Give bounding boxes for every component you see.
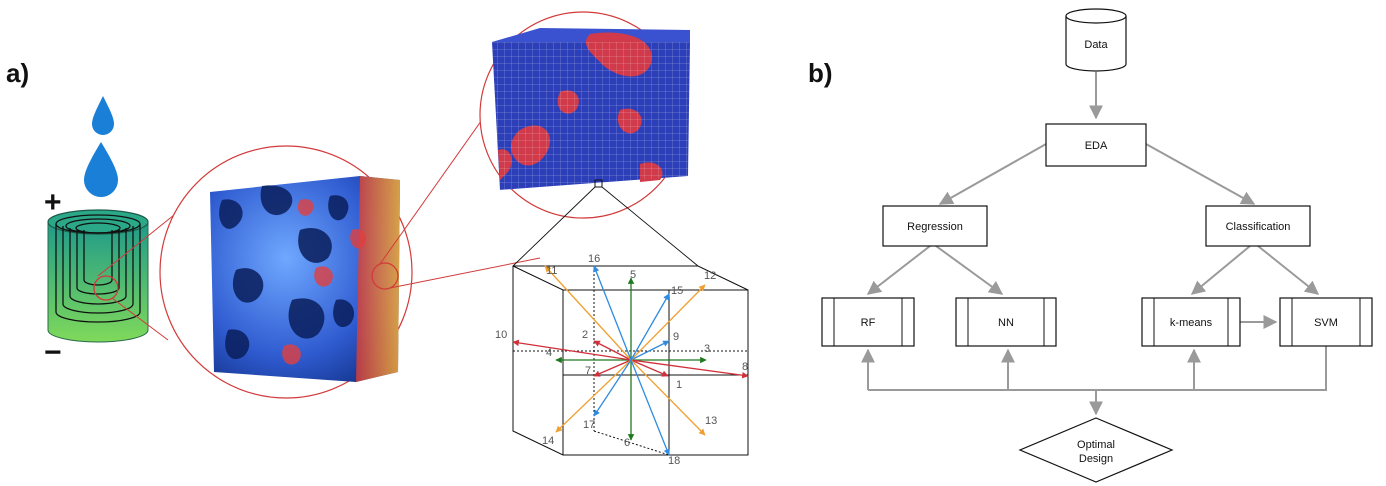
lattice-direction-number: 5 [630,269,636,281]
droplet-large-icon [84,142,118,197]
lattice-direction-number: 16 [588,253,600,265]
lattice-direction-number: 14 [542,435,554,447]
lattice-direction-number: 1 [676,379,682,391]
rf-node-label: RF [861,317,876,329]
eda-node-label: EDA [1085,140,1108,152]
lattice-velocity-arrow [593,340,632,361]
lattice-direction-number: 13 [705,415,717,427]
lattice-direction-number: 15 [671,285,683,297]
minus-sign: − [44,336,62,369]
regression-node: Regression [882,205,988,247]
lattice-velocity-arrow [544,265,632,361]
panel-b-label: b) [808,58,833,88]
classification-node-label: Classification [1226,221,1291,233]
electrode-microstructure-view [159,145,413,399]
lattice-direction-number: 17 [583,419,595,431]
flow-arrow [1257,245,1320,295]
lattice-velocity-arrow [630,293,670,361]
panel-a-label: a) [6,58,29,88]
zoom-line [111,297,169,341]
classification-node: Classification [1205,205,1311,247]
flow-arrow [866,245,931,295]
svm-node-label: SVM [1314,317,1338,329]
lattice-direction-number: 3 [704,343,710,355]
regression-node-label: Regression [907,221,963,233]
lattice-velocity-arrow [512,339,632,361]
lattice-direction-number: 10 [495,329,507,341]
eda-node: EDA [1045,123,1147,167]
lattice-velocity-arrow [630,359,706,436]
rf-node: RF [821,297,915,347]
lattice-direction-number: 18 [668,455,680,467]
lattice-direction-number: 12 [704,270,716,282]
flow-arrow [935,245,1004,295]
zoom-line [601,186,699,267]
data-node-label: Data [1084,39,1108,51]
lattice-direction-number: 4 [546,347,552,359]
data-node: Data [1065,8,1127,72]
feedback-line [868,346,1327,391]
lattice-velocity-arrow [555,359,632,433]
zoom-line [389,257,541,289]
nn-node-label: NN [998,317,1014,329]
lattice-velocity-arrow [630,340,670,361]
lattice-direction-number: 11 [546,265,557,277]
svm-node: SVM [1279,297,1373,347]
droplet-small-icon [92,96,114,135]
plus-sign: + [44,186,62,219]
lattice-velocity-arrow [630,359,670,456]
battery-cylinder-icon [47,209,149,343]
ml-workflow-flowchart: Data EDA Regression Classification RF [821,8,1373,483]
lattice-direction-number: 6 [624,437,630,449]
optimal-design-label-line2: Design [1079,453,1113,465]
nn-node: NN [955,297,1057,347]
flow-arrow [938,143,1047,205]
lattice-direction-number: 8 [742,361,748,373]
kmeans-node-label: k-means [1170,317,1213,329]
lattice-velocity-arrow [593,265,632,361]
lattice-velocity-arrow [630,284,706,361]
zoom-line [512,186,596,267]
lattice-direction-number: 9 [673,331,679,343]
zoom-line [379,99,497,265]
lattice-direction-number: 2 [582,329,588,341]
optimal-design-label-line1: Optimal [1077,439,1115,451]
lattice-velocity-arrow [593,359,632,377]
flow-arrow [1190,245,1251,295]
lattice-velocity-arrow [593,359,632,417]
lattice-velocity-arrow [630,359,749,379]
flow-arrow [1145,143,1256,205]
voxel-grid-view [479,11,690,219]
kmeans-node: k-means [1141,297,1241,347]
lattice-velocity-arrow [630,359,669,377]
optimal-design-node: Optimal Design [1018,417,1174,483]
lattice-direction-number: 7 [585,365,591,377]
